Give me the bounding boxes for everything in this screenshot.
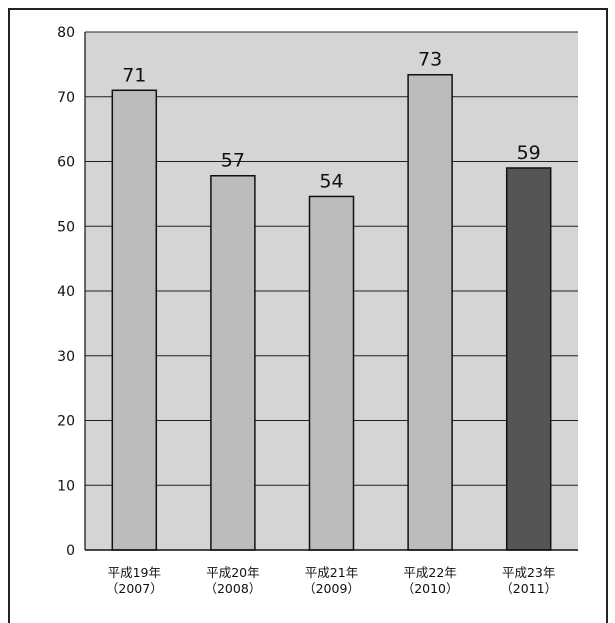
y-tick-label: 10 <box>57 478 75 494</box>
value-label: 54 <box>319 170 343 192</box>
y-tick-label: 40 <box>57 284 75 300</box>
x-category-year: （2007） <box>106 581 163 596</box>
x-category-year: （2009） <box>303 581 360 596</box>
value-label: 59 <box>517 142 541 164</box>
y-tick-label: 60 <box>57 155 75 171</box>
value-labels: 71 57 54 73 59 <box>122 49 541 193</box>
y-tick-label: 0 <box>66 543 75 559</box>
y-tick-label: 30 <box>57 349 75 365</box>
x-category-year: （2011） <box>500 581 557 596</box>
x-category-label: 平成21年 <box>305 565 358 580</box>
x-category-label: 平成20年 <box>206 565 259 580</box>
x-category-year: （2008） <box>204 581 261 596</box>
bar-5 <box>505 167 552 551</box>
x-axis-labels: 平成19年（2007）平成20年（2008）平成21年（2009）平成22年（2… <box>106 565 557 596</box>
bar-2 <box>210 174 256 551</box>
bars <box>111 73 552 551</box>
y-tick-label: 20 <box>57 414 75 430</box>
x-category-label: 平成23年 <box>502 565 555 580</box>
value-label: 71 <box>122 64 146 86</box>
bar-4 <box>407 73 453 551</box>
chart-frame <box>8 8 608 623</box>
bar-1 <box>111 89 158 551</box>
bar-3 <box>308 195 355 551</box>
value-label: 57 <box>221 150 245 172</box>
value-label: 73 <box>418 49 442 71</box>
y-tick-label: 50 <box>57 219 75 235</box>
x-category-label: 平成22年 <box>403 565 456 580</box>
x-category-year: （2010） <box>402 581 459 596</box>
y-axis-ticks: 0 10 20 30 40 50 60 70 80 <box>57 25 75 559</box>
y-tick-label: 70 <box>57 90 75 106</box>
x-category-label: 平成19年 <box>108 565 161 580</box>
y-tick-label: 80 <box>57 25 75 41</box>
